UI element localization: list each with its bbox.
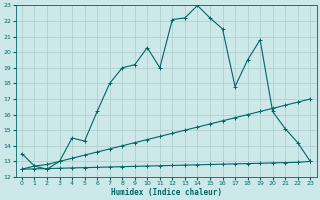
X-axis label: Humidex (Indice chaleur): Humidex (Indice chaleur) xyxy=(111,188,221,197)
